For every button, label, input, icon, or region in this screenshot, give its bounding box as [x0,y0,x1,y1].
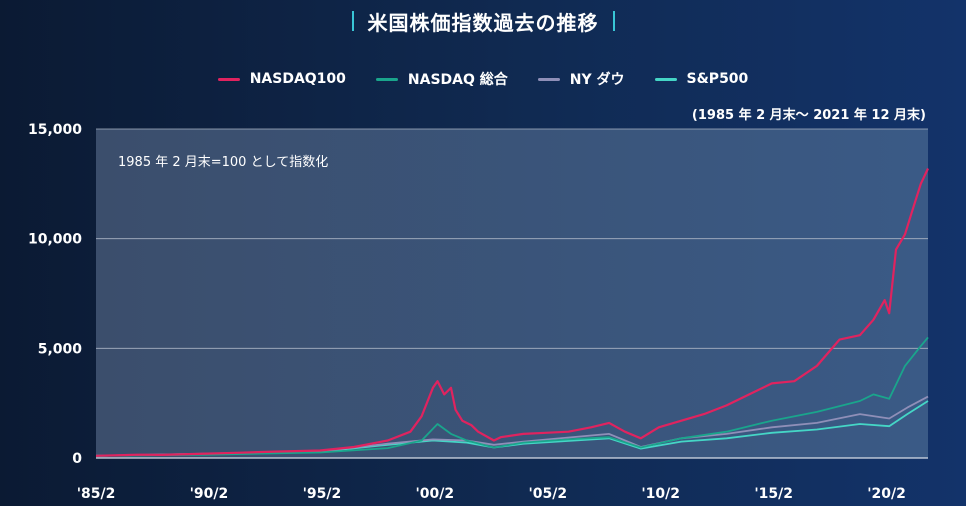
legend-label-ny-dow: NY ダウ [569,72,625,88]
legend-item-ny-dow: NY ダウ [537,69,625,89]
x-tick-label: '00/2 [416,486,455,502]
legend-swatch-nasdaq100 [217,77,240,81]
y-tick-label: 15,000 [28,122,82,138]
legend: NASDAQ100 NASDAQ 総合 NY ダウ S&P500 [0,68,966,90]
series-lines [95,168,929,457]
legend-item-sp500: S&P500 [654,71,749,87]
x-tick-label: '15/2 [754,486,793,502]
legend-item-nasdaq-composite: NASDAQ 総合 [375,69,508,89]
y-tick-label: 5,000 [38,341,83,357]
x-axis-tick-labels: '85/2 '90/2 '95/2 '00/2 '05/2 '10/2 '15/2 '20/2 [77,486,906,502]
series-line-sp500 [95,400,929,457]
plot-area [96,129,928,458]
y-axis-tick-labels: 0 5,000 10,000 15,000 [28,122,82,467]
legend-swatch-ny-dow [537,77,560,81]
y-tick-label: 0 [72,451,82,467]
legend-swatch-sp500 [654,77,677,81]
y-tick-label: 10,000 [28,232,82,248]
series-line-nasdaq100 [95,168,929,457]
legend-swatch-nasdaq-composite [375,77,398,81]
x-tick-label: '10/2 [641,486,680,502]
series-line-nasdaq-composite [95,336,929,457]
title-left-bar [351,11,354,31]
grid-lines [96,128,928,459]
x-tick-label: '95/2 [303,486,342,502]
x-tick-label: '85/2 [77,486,116,502]
legend-item-nasdaq100: NASDAQ100 [217,71,346,87]
x-tick-label: '90/2 [190,486,229,502]
chart-title: 米国株価指数過去の推移 [367,10,599,35]
legend-label-sp500: S&P500 [686,71,749,87]
chart-annotation: 1985 年 2 月末=100 として指数化 [118,155,328,170]
title-right-bar [612,11,615,31]
chart-title-block: 米国株価指数過去の推移 [0,6,966,36]
legend-label-nasdaq-composite: NASDAQ 総合 [407,72,508,88]
x-tick-label: '20/2 [867,486,906,502]
x-tick-label: '05/2 [528,486,567,502]
series-line-ny-dow [95,395,929,457]
period-note: (1985 年 2 月末～ 2021 年 12 月末) [691,108,926,123]
legend-label-nasdaq100: NASDAQ100 [249,71,346,87]
